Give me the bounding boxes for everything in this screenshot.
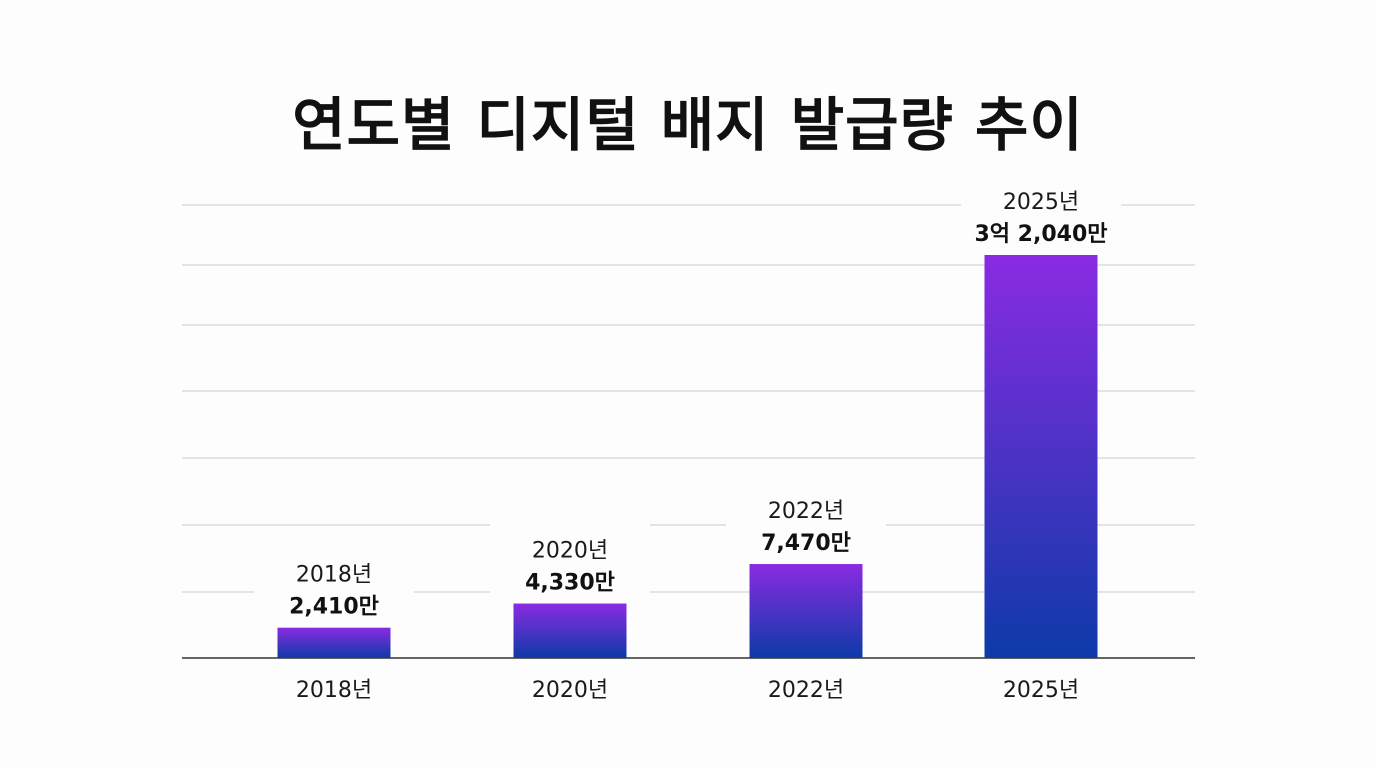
bar-value-label: 4,330만 — [525, 571, 615, 596]
chart-title: 연도별 디지털 배지 발급량 추이 — [292, 91, 1084, 159]
bar-label-background — [726, 484, 886, 559]
bar-label-year: 2018년 — [296, 563, 372, 588]
bar-label-background — [254, 547, 414, 622]
x-tick-label: 2020년 — [532, 678, 608, 703]
bar-2020년 — [513, 603, 627, 658]
x-tick-label: 2018년 — [296, 678, 372, 703]
bar-2022년 — [749, 564, 863, 658]
bar-label-year: 2020년 — [532, 539, 608, 564]
bar-2018년 — [277, 627, 391, 658]
x-tick-label: 2025년 — [1003, 678, 1079, 703]
x-tick-label: 2022년 — [768, 678, 844, 703]
bar-value-label: 7,470만 — [761, 531, 851, 556]
bar-label-year: 2022년 — [768, 499, 844, 524]
bar-value-label: 2,410만 — [289, 595, 379, 620]
bar-label-year: 2025년 — [1003, 190, 1079, 215]
bar-2025년 — [984, 255, 1098, 658]
bar-label-background — [961, 175, 1121, 249]
bar-label-background — [490, 523, 650, 598]
bar-value-label: 3억 2,040만 — [974, 222, 1107, 247]
